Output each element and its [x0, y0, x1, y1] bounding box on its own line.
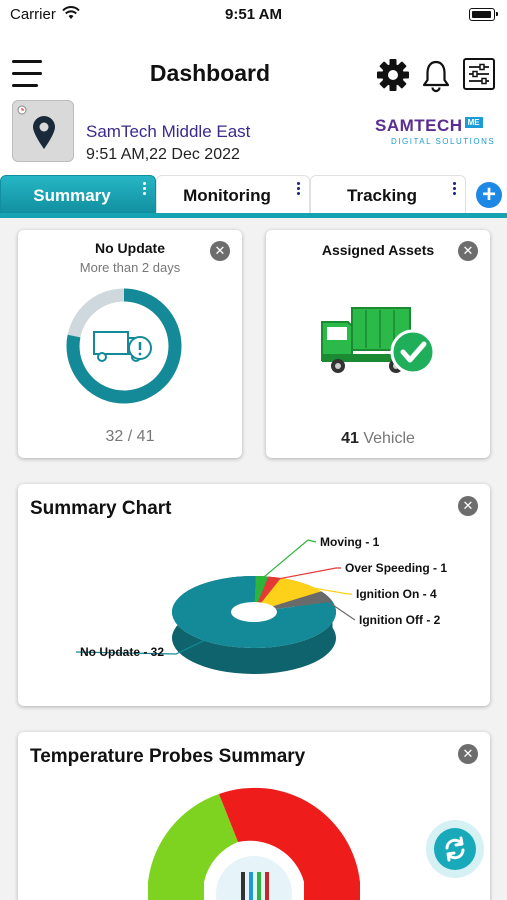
no-update-title: No Update	[95, 240, 165, 256]
assigned-assets-count: 41 Vehicle	[266, 430, 490, 448]
tab-monitoring-label: Monitoring	[183, 186, 271, 205]
tab-summary[interactable]: Summary	[0, 175, 156, 213]
gauge-green-segment	[148, 794, 238, 900]
summary-pie-chart[interactable]: Moving - 1 Over Speeding - 1 Ignition On -…	[18, 484, 490, 706]
refresh-button[interactable]	[426, 820, 484, 878]
dashboard-tabs: Summary Monitoring Tracking	[0, 172, 507, 218]
refresh-icon	[445, 836, 465, 862]
tab-summary-label: Summary	[33, 186, 111, 205]
temperature-probes-card[interactable]: Temperature Probes Summary ✕	[18, 732, 490, 900]
no-update-progress-ring	[66, 288, 182, 404]
location-pin-icon	[17, 105, 55, 149]
assigned-count-unit: Vehicle	[363, 430, 415, 447]
pie-leader-line	[299, 585, 352, 595]
page-title: Dashboard	[149, 60, 271, 86]
tab-monitoring-more-icon[interactable]	[297, 182, 301, 197]
pie-label: Ignition Off - 2	[359, 613, 441, 627]
hamburger-menu-icon[interactable]	[12, 58, 44, 90]
no-update-card[interactable]: No Update More than 2 days ✕ 32 / 41	[18, 230, 242, 458]
pie-leader-line	[321, 597, 356, 621]
company-avatar[interactable]	[12, 100, 74, 162]
gauge-red-segment	[219, 787, 360, 900]
battery-icon	[469, 8, 498, 21]
no-update-count: 32 / 41	[105, 428, 155, 445]
assigned-assets-card[interactable]: Assigned Assets ✕ 41 Vehicle	[266, 230, 490, 458]
logo-badge: ME	[464, 117, 483, 128]
tab-tracking-more-icon[interactable]	[453, 182, 457, 197]
close-no-update-icon[interactable]: ✕	[210, 241, 230, 261]
app-header: Dashboard	[0, 30, 507, 172]
status-time: 9:51 AM	[225, 6, 282, 23]
pie-label: Over Speeding - 1	[345, 561, 447, 575]
bell-icon[interactable]	[419, 59, 453, 93]
tab-summary-more-icon[interactable]	[143, 182, 147, 197]
wifi-icon	[62, 6, 80, 19]
close-summary-chart-icon[interactable]: ✕	[458, 496, 478, 516]
truck-check-icon	[321, 307, 436, 375]
tab-monitoring[interactable]: Monitoring	[156, 175, 310, 213]
company-name: SamTech Middle East	[86, 122, 251, 141]
tab-tracking[interactable]: Tracking	[310, 175, 466, 213]
logo-subtext: DIGITAL SOLUTIONS	[391, 137, 496, 146]
pie-hole	[231, 602, 277, 622]
gear-icon[interactable]	[376, 58, 410, 92]
temperature-gauge	[148, 787, 360, 900]
samtech-logo: SAMTECH ME DIGITAL SOLUTIONS	[375, 116, 501, 152]
pie-label: No Update - 32	[80, 645, 164, 659]
filter-settings-icon[interactable]	[462, 57, 496, 91]
logo-main-text: SAMTECH	[375, 116, 463, 135]
assigned-assets-title: Assigned Assets	[321, 242, 435, 258]
pie-label: Moving - 1	[320, 535, 380, 549]
temperature-probes-title: Temperature Probes Summary	[30, 746, 306, 767]
close-temperature-probes-icon[interactable]: ✕	[458, 744, 478, 764]
pie-leader-line	[75, 637, 209, 655]
tab-tracking-label: Tracking	[347, 186, 417, 205]
summary-chart-title: Summary Chart	[30, 498, 172, 519]
assigned-count-value: 41	[341, 430, 359, 447]
close-assigned-assets-icon[interactable]: ✕	[458, 241, 478, 261]
pie-leader-line	[272, 567, 341, 581]
temperature-probe-icon	[241, 872, 269, 900]
status-bar: Carrier 9:51 AM	[0, 0, 507, 30]
truck-alert-icon	[93, 331, 152, 362]
summary-chart-card[interactable]: Summary Chart ✕ Moving - 1 Over Speeding …	[18, 484, 490, 706]
pie-leader-line	[261, 539, 317, 580]
pie-label: Ignition On - 4	[356, 587, 437, 601]
carrier-label: Carrier	[10, 6, 56, 23]
add-tab-icon[interactable]: +	[476, 182, 502, 208]
no-update-subtitle: More than 2 days	[79, 260, 181, 275]
last-updated-time: 9:51 AM,22 Dec 2022	[86, 146, 240, 163]
